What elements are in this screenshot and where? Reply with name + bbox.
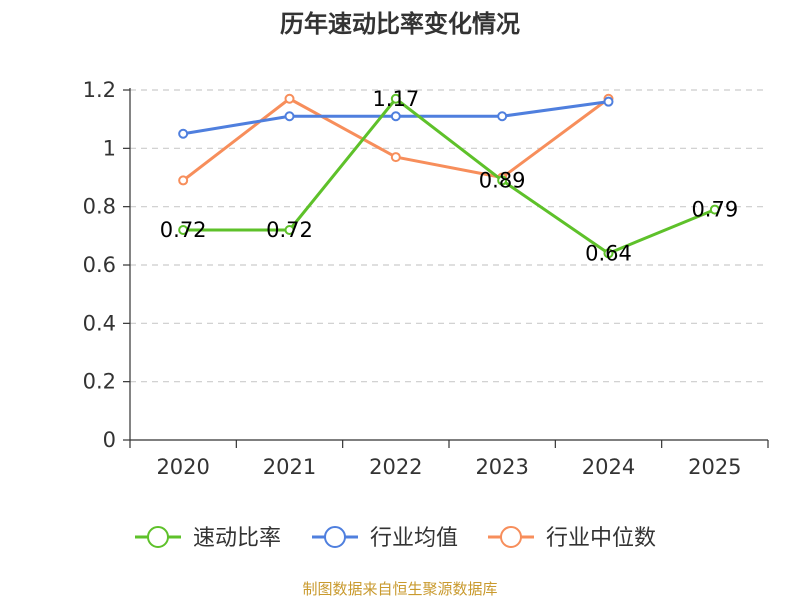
legend-item[interactable]: 行业均值 <box>312 526 458 551</box>
data-label: 0.72 <box>266 218 313 242</box>
legend-label: 行业中位数 <box>546 526 656 551</box>
y-tick-label: 0.8 <box>83 195 116 219</box>
series-point <box>284 225 295 235</box>
series-point <box>284 93 295 104</box>
series-point <box>709 204 720 215</box>
series-line-1 <box>183 97 716 255</box>
series-point <box>497 111 508 122</box>
data-label: 0.89 <box>479 168 526 192</box>
legend[interactable]: 速动比率 行业均值 行业中位数 <box>135 526 656 551</box>
series-group <box>178 93 720 259</box>
x-tick-label: 2021 <box>263 455 316 479</box>
legend-marker-icon <box>147 526 169 548</box>
x-tick-label: 2024 <box>582 455 635 479</box>
y-tick-label: 1 <box>103 136 116 160</box>
data-label: 1.17 <box>372 87 419 111</box>
data-label: 0.79 <box>691 198 738 222</box>
legend-item[interactable]: 速动比率 <box>135 526 281 551</box>
data-label: 0.72 <box>160 218 207 242</box>
y-tick-label: 0.6 <box>83 253 116 277</box>
x-tick-label: 2022 <box>369 455 422 479</box>
y-tick-label: 0.2 <box>83 370 116 394</box>
source-note: 制图数据来自恒生聚源数据库 <box>302 580 497 598</box>
data-labels: 0.72 0.72 1.17 0.89 0.64 0.79 <box>160 87 738 266</box>
x-tick-label: 2020 <box>156 455 209 479</box>
y-tick-label: 0 <box>103 428 116 452</box>
chart-title: 历年速动比率变化情况 <box>280 10 520 38</box>
legend-label: 速动比率 <box>193 526 281 551</box>
series-point <box>390 111 401 122</box>
legend-marker-icon <box>324 526 346 548</box>
x-tick-label: 2023 <box>475 455 528 479</box>
series-point <box>603 248 614 259</box>
series-point <box>390 93 401 104</box>
series-point <box>178 175 189 186</box>
axes: 0 0.2 0.4 0.6 0.8 1 1.2 2020 2021 2022 2023 2024 202… <box>83 78 769 479</box>
series-point <box>284 111 295 122</box>
grid-lines <box>130 89 768 383</box>
y-tick-label: 0.4 <box>83 311 116 335</box>
data-label: 0.64 <box>585 241 632 265</box>
series-point <box>497 175 508 186</box>
legend-item[interactable]: 行业中位数 <box>488 526 656 551</box>
y-tick-label: 1.2 <box>83 78 116 102</box>
series-point <box>178 128 189 139</box>
legend-marker-icon <box>500 526 522 548</box>
series-point <box>390 152 401 163</box>
series-point <box>603 96 614 107</box>
legend-label: 行业均值 <box>370 526 458 551</box>
series-point <box>178 225 189 235</box>
x-tick-label: 2025 <box>688 455 741 479</box>
